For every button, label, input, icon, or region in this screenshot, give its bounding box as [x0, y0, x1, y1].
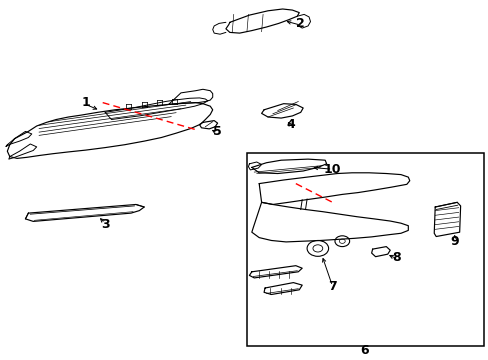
Text: 9: 9: [449, 235, 458, 248]
Text: 1: 1: [81, 96, 90, 109]
Text: 8: 8: [391, 251, 400, 264]
Bar: [246, 153, 483, 346]
Text: 2: 2: [296, 17, 305, 30]
Text: 7: 7: [327, 280, 336, 293]
Text: 10: 10: [323, 163, 341, 176]
Text: 3: 3: [101, 219, 109, 231]
Text: 6: 6: [359, 345, 368, 357]
Text: 5: 5: [213, 125, 222, 138]
Text: 4: 4: [286, 118, 295, 131]
